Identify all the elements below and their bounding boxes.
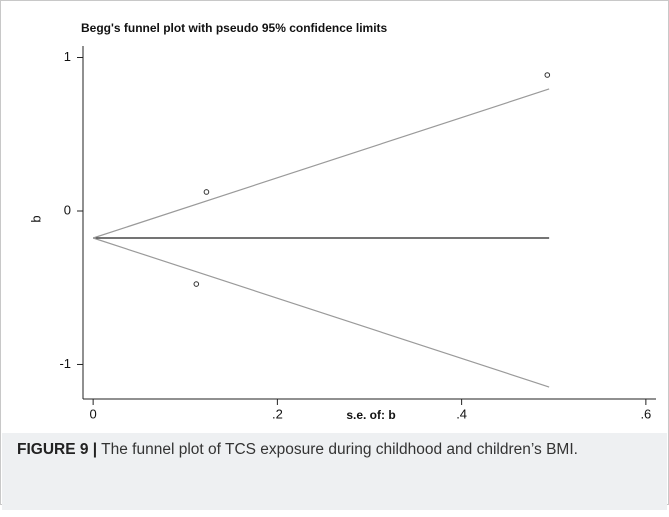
y-axis-label: b [28, 215, 43, 222]
caption-text: The funnel plot of TCS exposure during c… [101, 441, 578, 458]
caption-label: FIGURE 9 | [17, 441, 98, 458]
point [544, 72, 551, 78]
x-tick-label: .6 [640, 406, 651, 421]
x-tick-label: .4 [456, 406, 467, 421]
y-tick-label: -1 [59, 356, 71, 371]
x-tick-label: .2 [272, 406, 283, 421]
x-tick-label: 0 [90, 406, 97, 421]
funnel-line [92, 237, 550, 388]
x-axis-label: s.e. of: b [346, 408, 395, 422]
chart: Begg's funnel plot with pseudo 95% confi… [28, 21, 656, 422]
point [193, 281, 200, 287]
y-tick-label: 1 [64, 49, 71, 64]
chart-title: Begg's funnel plot with pseudo 95% confi… [81, 21, 388, 35]
point [203, 189, 210, 195]
caption: FIGURE 9 | The funnel plot of TCS exposu… [2, 433, 667, 510]
funnel-line [92, 88, 550, 239]
y-tick-label: 0 [64, 202, 71, 217]
